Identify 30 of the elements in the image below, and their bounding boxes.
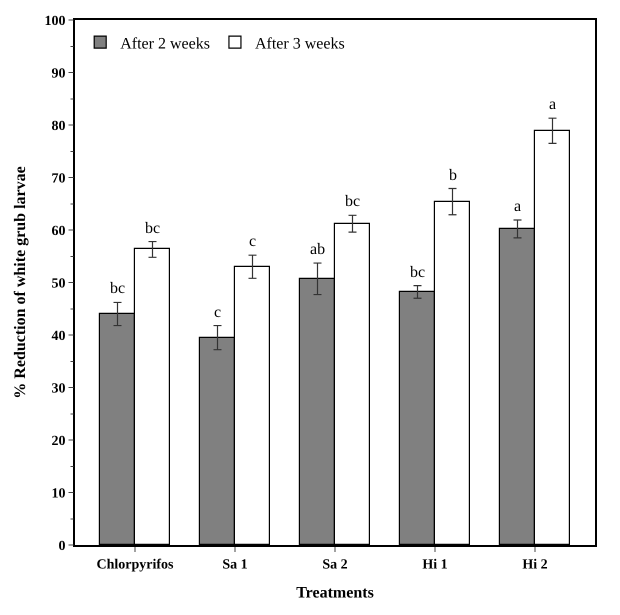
- y-tick-label: 80: [51, 118, 66, 134]
- x-tick-label: Sa 1: [222, 558, 248, 573]
- y-tick-label: 40: [51, 328, 66, 344]
- data-label: bc: [110, 280, 126, 297]
- y-tick-label: 60: [51, 224, 66, 239]
- data-label: bc: [410, 264, 426, 281]
- data-label: b: [449, 167, 457, 184]
- y-tick-label: 20: [51, 434, 66, 449]
- y-tick-label: 100: [44, 14, 66, 29]
- x-tick-label: Sa 2: [322, 558, 348, 573]
- data-label: bc: [145, 220, 160, 237]
- legend-label: After 2 weeks: [120, 35, 210, 52]
- data-label: c: [214, 304, 222, 321]
- data-label: c: [249, 233, 256, 250]
- y-axis-title: % Reduction of white grub larvae: [12, 166, 29, 399]
- x-tick-label: Hi 1: [422, 558, 448, 573]
- y-tick-label: 30: [51, 381, 66, 396]
- legend-label: After 3 weeks: [254, 35, 345, 52]
- y-tick-label: 50: [51, 276, 66, 292]
- x-tick-label: Hi 2: [522, 558, 548, 573]
- data-label: ab: [310, 241, 326, 258]
- data-label: bc: [345, 193, 360, 210]
- data-label: a: [514, 198, 522, 215]
- y-tick-label: 70: [51, 171, 66, 186]
- x-axis-title: Treatments: [296, 584, 374, 602]
- y-tick-label: 90: [51, 66, 66, 82]
- y-tick-label: 0: [58, 538, 66, 554]
- y-tick-label: 10: [51, 486, 66, 502]
- x-tick-label: Chlorpyrifos: [96, 558, 174, 573]
- data-label: a: [549, 96, 556, 113]
